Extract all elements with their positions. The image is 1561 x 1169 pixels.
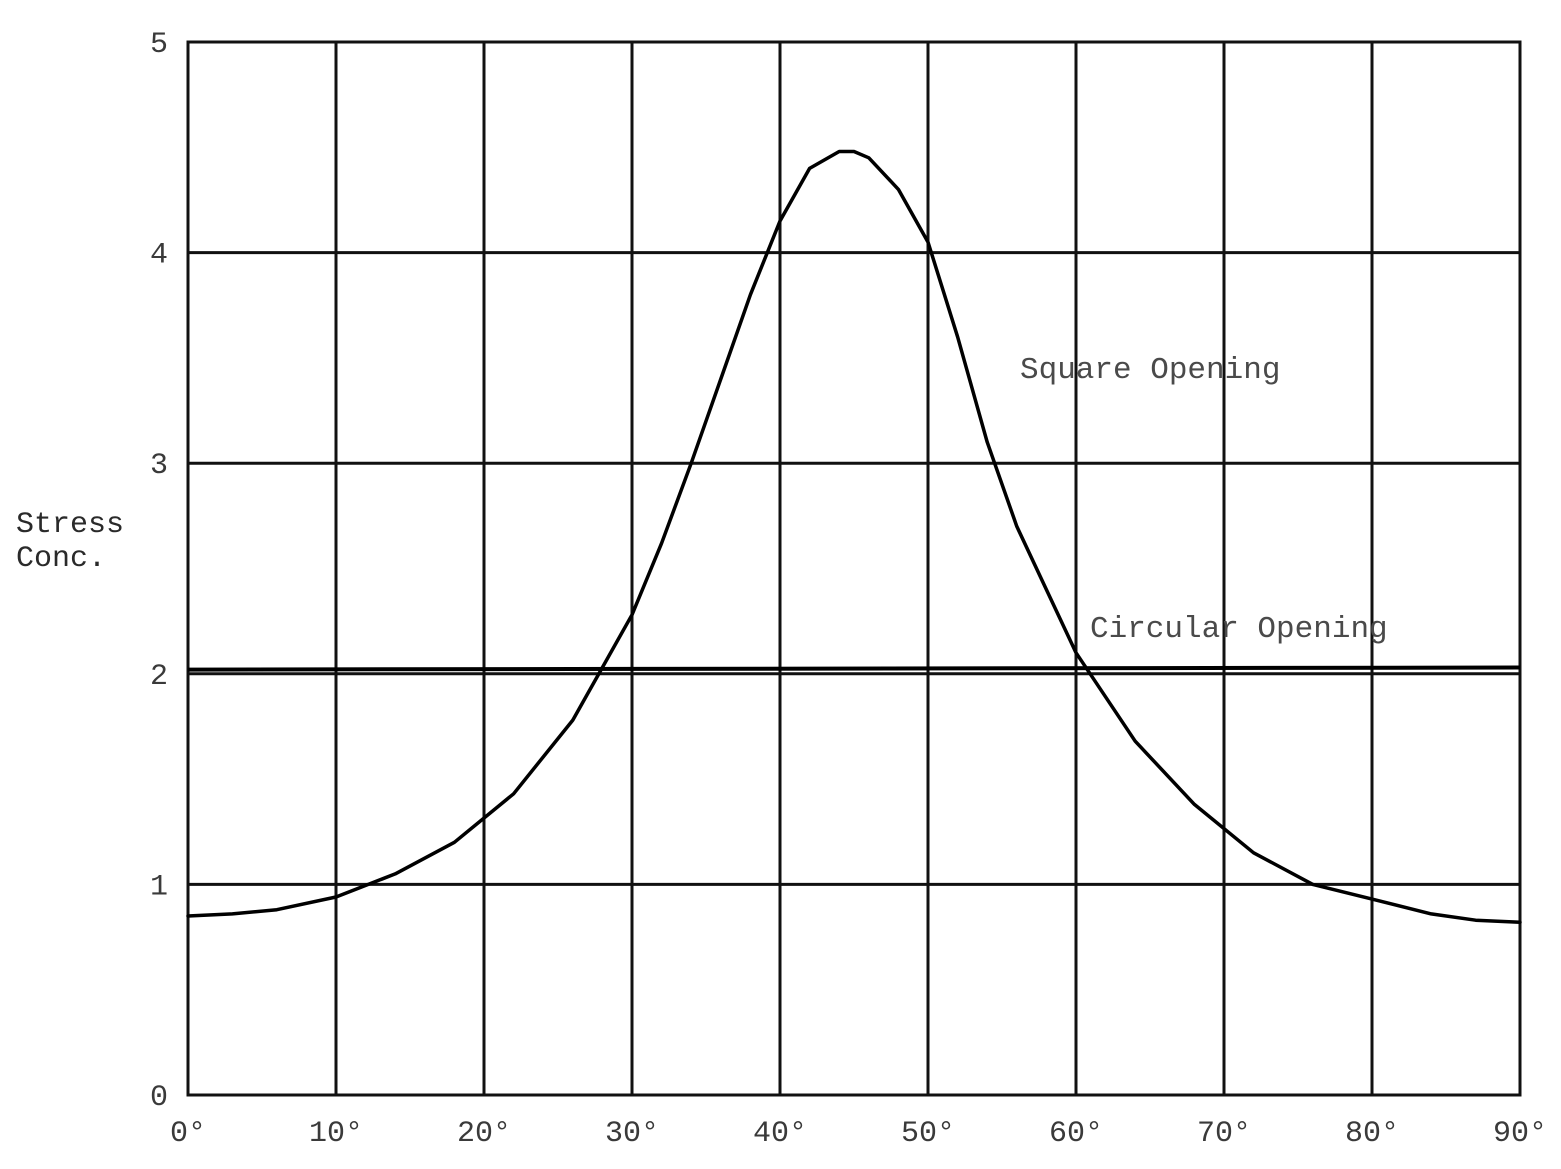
x-tick-label: 80° xyxy=(1345,1117,1399,1151)
x-tick-label: 0° xyxy=(170,1117,206,1151)
x-tick-label: 30° xyxy=(605,1117,659,1151)
x-tick-label: 40° xyxy=(753,1117,807,1151)
y-tick-label: 5 xyxy=(150,28,168,62)
y-tick-label: 4 xyxy=(150,239,168,273)
y-tick-labels: 0 1 2 3 4 5 xyxy=(150,28,168,1115)
series-line-circular-opening xyxy=(187,665,1521,672)
y-tick-label: 0 xyxy=(150,1081,168,1115)
y-axis-title-line-2: Conc. xyxy=(16,542,106,576)
x-tick-label: 20° xyxy=(457,1117,511,1151)
annotation-circular-opening: Circular Opening xyxy=(1090,612,1388,647)
x-tick-label: 70° xyxy=(1197,1117,1251,1151)
annotation-square-opening: Square Opening xyxy=(1020,353,1280,388)
y-tick-label: 1 xyxy=(150,870,168,904)
y-axis-title-line-1: Stress xyxy=(16,508,124,542)
y-tick-label: 2 xyxy=(150,660,168,694)
x-tick-label: 90° xyxy=(1493,1117,1547,1151)
grid xyxy=(186,40,1522,1097)
x-tick-labels: 0° 10° 20° 30° 40° 50° 60° 70° 80° 90° xyxy=(170,1117,1547,1151)
x-tick-label: 10° xyxy=(309,1117,363,1151)
x-tick-label: 50° xyxy=(901,1117,955,1151)
plot-frame xyxy=(186,40,1522,1097)
series xyxy=(186,149,1522,925)
x-tick-label: 60° xyxy=(1049,1117,1103,1151)
y-tick-label: 3 xyxy=(150,449,168,483)
series-line-square-opening xyxy=(186,149,1522,925)
